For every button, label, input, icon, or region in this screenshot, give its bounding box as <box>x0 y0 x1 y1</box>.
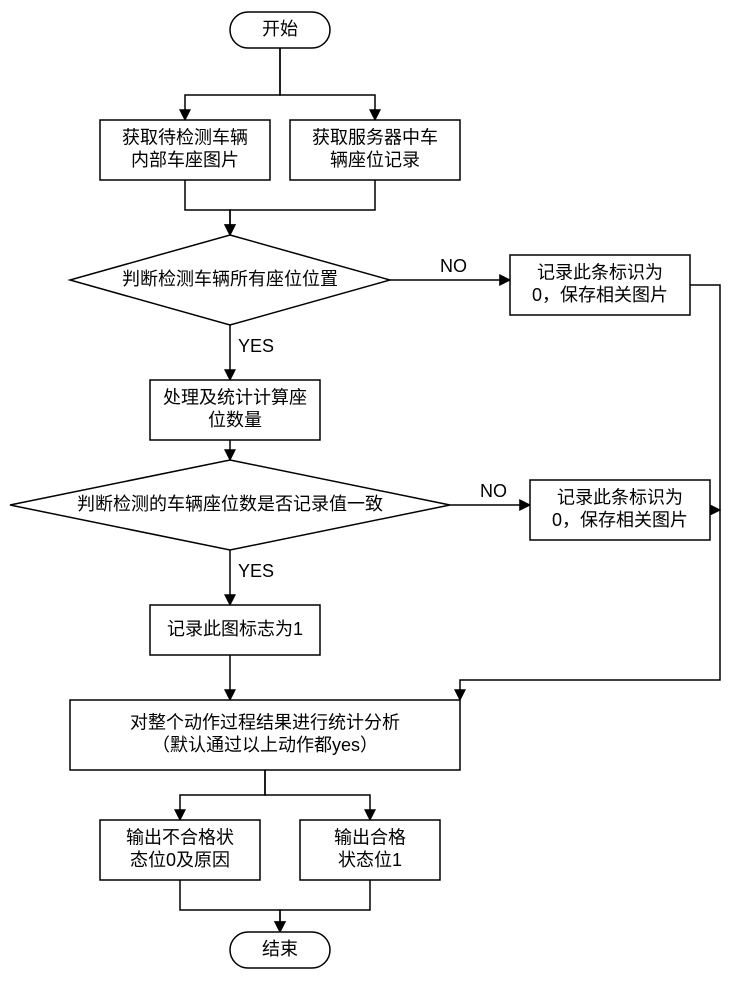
edge-label: NO <box>480 481 507 501</box>
node-n3-text: 处理及统计计算座 <box>163 388 307 408</box>
edge-label: YES <box>238 561 274 581</box>
node-r2-text: 记录此条标识为 <box>557 488 683 508</box>
edge <box>265 770 370 820</box>
node-n2-text: 获取服务器中车 <box>312 128 438 148</box>
edge <box>280 880 370 932</box>
node-d1-text: 判断检测车辆所有座位位置 <box>122 269 338 289</box>
node-start-text: 开始 <box>262 19 298 39</box>
node-n5-text: （默认通过以上动作都yes） <box>152 735 378 755</box>
node-n1-text: 获取待检测车辆 <box>122 128 248 148</box>
node-r2-text: 0，保存相关图片 <box>552 510 688 530</box>
edge <box>230 180 375 235</box>
node-n3-text: 位数量 <box>208 410 262 430</box>
edge <box>180 880 280 932</box>
node-end-text: 结束 <box>262 939 298 959</box>
edge <box>180 770 265 820</box>
edge <box>185 180 230 235</box>
edge <box>280 48 375 120</box>
node-n1-text: 内部车座图片 <box>131 150 239 170</box>
node-out0-text: 态位0及原因 <box>130 850 230 870</box>
node-r1-text: 记录此条标识为 <box>537 263 663 283</box>
node-d2-text: 判断检测的车辆座位数是否记录值一致 <box>77 494 383 514</box>
node-n4-text: 记录此图标志为1 <box>167 619 303 639</box>
edge <box>185 48 280 120</box>
edge-label: NO <box>440 256 467 276</box>
node-r1-text: 0，保存相关图片 <box>532 285 668 305</box>
edge-label: YES <box>238 336 274 356</box>
node-out0-text: 输出不合格状 <box>126 828 234 848</box>
node-out1-text: 输出合格 <box>334 828 406 848</box>
node-n2-text: 辆座位记录 <box>330 150 420 170</box>
node-n5-text: 对整个动作过程结果进行统计分析 <box>130 713 400 733</box>
node-out1-text: 状态位1 <box>338 850 402 870</box>
